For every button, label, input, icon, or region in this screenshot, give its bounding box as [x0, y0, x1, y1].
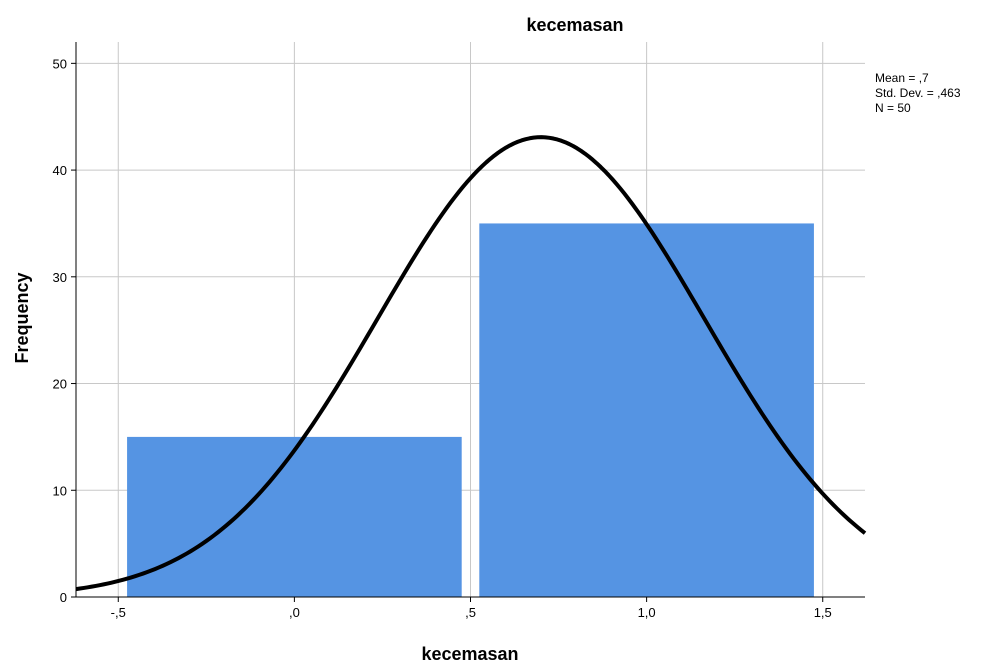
axes: [71, 42, 865, 602]
y-tick-label: 10: [53, 483, 67, 498]
stat-n: N = 50: [875, 101, 911, 115]
y-tick-label: 40: [53, 163, 67, 178]
y-tick-label: 30: [53, 270, 67, 285]
x-tick-label: 1,5: [814, 605, 832, 620]
y-tick-label: 50: [53, 56, 67, 71]
histogram-bars: [127, 223, 814, 597]
x-tick-label: 1,0: [638, 605, 656, 620]
x-tick-label: ,5: [465, 605, 476, 620]
y-tick-label: 20: [53, 377, 67, 392]
histogram-bar: [127, 436, 462, 597]
y-axis-title: Frequency: [12, 272, 32, 363]
y-tick-label: 0: [60, 590, 67, 605]
x-axis-title: kecemasan: [421, 644, 518, 664]
histogram-bar: [479, 223, 814, 597]
stat-std-dev: Std. Dev. = ,463: [875, 86, 961, 100]
tick-labels: -,5 ,0 ,5 1,0 1,5 0 10 20 30 40 50: [53, 56, 832, 620]
x-tick-label: ,0: [289, 605, 300, 620]
x-tick-label: -,5: [111, 605, 126, 620]
normal-curve-layer: [75, 135, 867, 592]
chart-title: kecemasan: [526, 15, 623, 35]
stat-mean: Mean = ,7: [875, 71, 929, 85]
normal-curve: [75, 135, 867, 592]
